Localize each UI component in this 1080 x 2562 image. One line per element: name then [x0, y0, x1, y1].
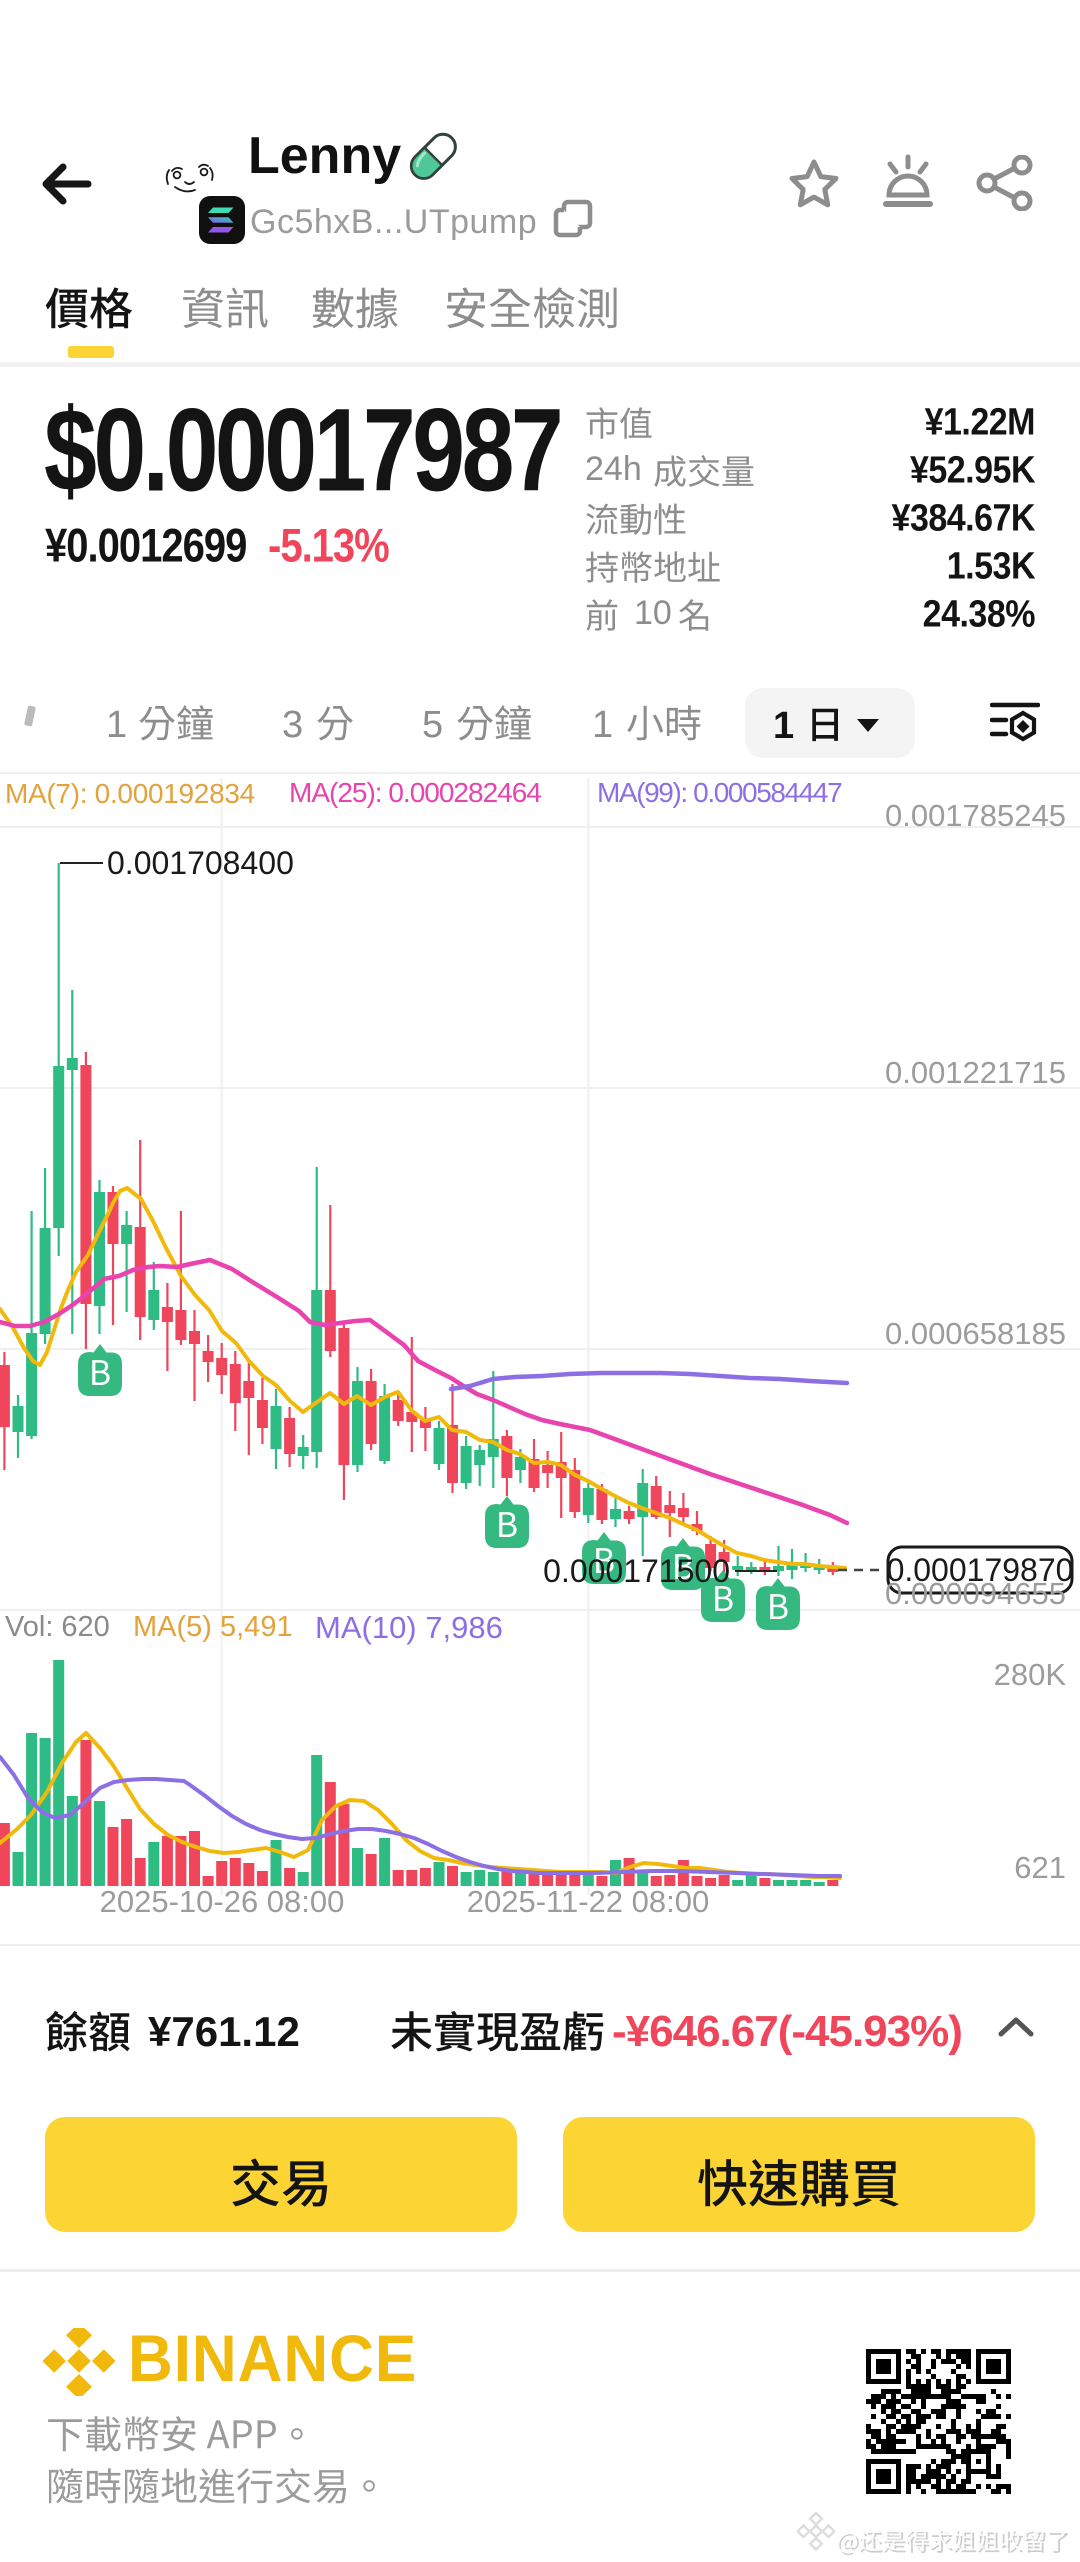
svg-text:0.001221715: 0.001221715: [885, 1055, 1066, 1090]
svg-text:0.000171500: 0.000171500: [543, 1553, 730, 1589]
svg-text:0.001708400: 0.001708400: [107, 845, 294, 881]
svg-text:621: 621: [1014, 1850, 1066, 1885]
svg-text:0.000179870: 0.000179870: [887, 1552, 1074, 1588]
svg-text:0.000658185: 0.000658185: [885, 1316, 1066, 1351]
svg-text:0.001785245: 0.001785245: [885, 798, 1066, 833]
svg-text:2025-11-22 08:00: 2025-11-22 08:00: [467, 1884, 709, 1919]
svg-text:0.000094655: 0.000094655: [885, 1576, 1066, 1611]
svg-text:2025-10-26 08:00: 2025-10-26 08:00: [100, 1884, 345, 1919]
svg-text:280K: 280K: [994, 1657, 1067, 1692]
